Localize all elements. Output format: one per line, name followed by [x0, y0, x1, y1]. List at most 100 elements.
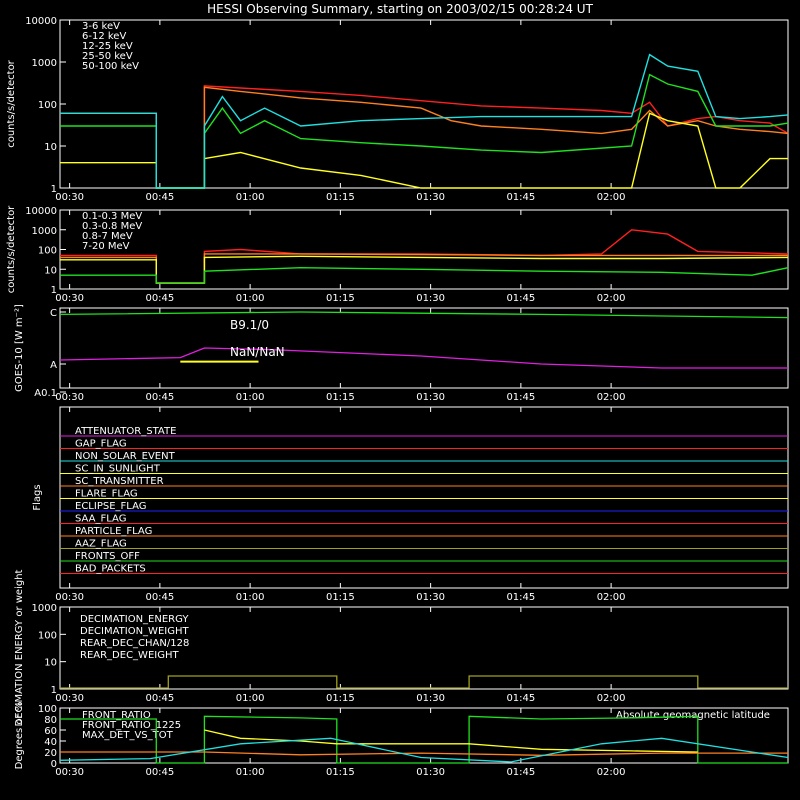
ratio-note: Absolute geomagnetic latitude [616, 710, 770, 721]
ratio-series-3 [59, 737, 789, 763]
decimation-ytick-label: 1000 [32, 603, 57, 614]
panel2-xtick-label: 02:00 [597, 293, 626, 304]
ratio-ylabel: Degrees or % [14, 702, 25, 770]
panel2-series-2 [60, 255, 789, 284]
decimation-ytick-label: 100 [38, 630, 57, 641]
ratio-series-2 [60, 751, 788, 756]
panel1-ytick-label: 100 [38, 100, 57, 111]
decimation-xtick-label: 00:30 [55, 693, 84, 704]
panel2-xtick-label: 01:30 [416, 293, 445, 304]
decimation-ylabel: DECIMATION ENERGY or weight [14, 569, 25, 726]
ratio-ytick-label: 80 [44, 715, 57, 726]
panel3-frame [59, 307, 789, 389]
flag-label-2: NON_SOLAR_EVENT [75, 451, 176, 462]
flags-xtick-label: 01:15 [326, 592, 355, 603]
decimation-xtick-label: 02:00 [597, 693, 626, 704]
decimation-xtick-label: 01:45 [506, 693, 535, 704]
flag-label-6: ECLIPSE_FLAG [75, 501, 146, 512]
panel1-xtick-label: 01:30 [416, 192, 445, 203]
panel3-xtick-label: 01:15 [326, 392, 355, 403]
panel2-xtick-label: 01:00 [236, 293, 265, 304]
ratio-xtick-label: 01:45 [506, 767, 535, 778]
flag-label-9: AAZ_FLAG [75, 539, 127, 550]
panel1-series-4 [60, 53, 789, 189]
panel1-xtick-label: 01:00 [236, 192, 265, 203]
decimation-frame [59, 606, 789, 690]
panel3-xtick-label: 01:30 [416, 392, 445, 403]
ratio-xtick-label: 00:30 [55, 767, 84, 778]
panel1-ytick-label: 1000 [32, 58, 57, 69]
panel1-ylabel: counts/s/detector [6, 59, 17, 147]
ratio-series-0 [60, 715, 788, 764]
panel2-ytick-label: 1 [51, 285, 57, 296]
ratio-xtick-label: 01:00 [236, 767, 265, 778]
panel3-xtick-label: 00:45 [145, 392, 174, 403]
panel2-xtick-label: 01:15 [326, 293, 355, 304]
decimation-xtick-label: 01:15 [326, 693, 355, 704]
panel3-ytick-label: A [50, 360, 57, 371]
panel3-xtick-label: 00:30 [55, 392, 84, 403]
decimation-xtick-label: 01:00 [236, 693, 265, 704]
panel2-xtick-label: 01:45 [506, 293, 535, 304]
decimation-legend-3: REAR_DEC_WEIGHT [80, 650, 179, 661]
decimation-xtick-label: 01:30 [416, 693, 445, 704]
flag-label-8: PARTICLE_FLAG [75, 526, 152, 537]
panel3-xtick-label: 01:45 [506, 392, 535, 403]
flag-label-1: GAP_FLAG [75, 439, 127, 450]
panel1-legend-1: 6-12 keV [82, 31, 126, 42]
panel2-xtick-label: 00:45 [145, 293, 174, 304]
panel3-xtick-label: 01:00 [236, 392, 265, 403]
panel2-ytick-label: 10000 [25, 206, 57, 217]
ratio-ytick-label: 0 [51, 759, 57, 770]
ratio-legend-2: MAX_DET_VS_TOT [82, 730, 174, 741]
ratio-ytick-label: 40 [44, 737, 57, 748]
ratio-xtick-label: 02:00 [597, 767, 626, 778]
ratio-xtick-label: 01:15 [326, 767, 355, 778]
panel2-legend-2: 0.8-7 MeV [82, 231, 133, 242]
panel1-xtick-label: 00:30 [55, 192, 84, 203]
panel3-ytick-label: A0.1 [34, 388, 57, 399]
flag-label-5: FLARE_FLAG [75, 489, 138, 500]
flags-xtick-label: 00:30 [55, 592, 84, 603]
panel1-legend-4: 50-100 keV [82, 61, 139, 72]
panel2-ylabel: counts/s/detector [6, 205, 17, 293]
decimation-ytick-label: 1 [51, 685, 57, 696]
decimation-legend-2: REAR_DEC_CHAN/128 [80, 638, 189, 649]
panel3-xtick-label: 02:00 [597, 392, 626, 403]
panel1-legend-3: 25-50 keV [82, 51, 133, 62]
flag-label-3: SC_IN_SUNLIGHT [75, 464, 161, 475]
decimation-ytick-label: 10 [44, 658, 57, 669]
panel1-xtick-label: 00:45 [145, 192, 174, 203]
panel1-xtick-label: 01:45 [506, 192, 535, 203]
panel1-ytick-label: 1 [51, 184, 57, 195]
flag-label-11: BAD_PACKETS [75, 564, 146, 575]
figure-title: HESSI Observing Summary, starting on 200… [207, 2, 593, 16]
flags-xtick-label: 02:00 [597, 592, 626, 603]
panel1-ytick-label: 10000 [25, 16, 57, 27]
panel2-ytick-label: 1000 [32, 226, 57, 237]
ratio-ytick-label: 60 [44, 726, 57, 737]
panel2-legend-3: 7-20 MeV [82, 241, 130, 252]
panel2-xtick-label: 00:30 [55, 293, 84, 304]
flag-label-7: SAA_FLAG [75, 514, 126, 525]
decimation-legend-1: DECIMATION_WEIGHT [80, 626, 189, 637]
ratio-series-1 [204, 729, 698, 753]
flags-xtick-label: 01:45 [506, 592, 535, 603]
decimation-xtick-label: 00:45 [145, 693, 174, 704]
panel3-ylabel: GOES-10 [W m⁻²] [14, 304, 25, 392]
panel1-xtick-label: 01:15 [326, 192, 355, 203]
decimation-series [60, 675, 788, 689]
panel2-ytick-label: 10 [44, 265, 57, 276]
ratio-xtick-label: 01:30 [416, 767, 445, 778]
panel3-series-1 [59, 347, 788, 369]
panel3-annotation-0: B9.1/0 [230, 318, 269, 332]
flags-ylabel: Flags [32, 484, 43, 510]
panel3-series-0 [59, 311, 789, 319]
panel1-legend-2: 12-25 keV [82, 41, 133, 52]
ratio-ytick-label: 20 [44, 748, 57, 759]
panel1-legend-0: 3-6 keV [82, 21, 120, 32]
panel2-series-3 [60, 266, 789, 284]
flag-label-10: FRONTS_OFF [75, 551, 140, 562]
flags-xtick-label: 00:45 [145, 592, 174, 603]
